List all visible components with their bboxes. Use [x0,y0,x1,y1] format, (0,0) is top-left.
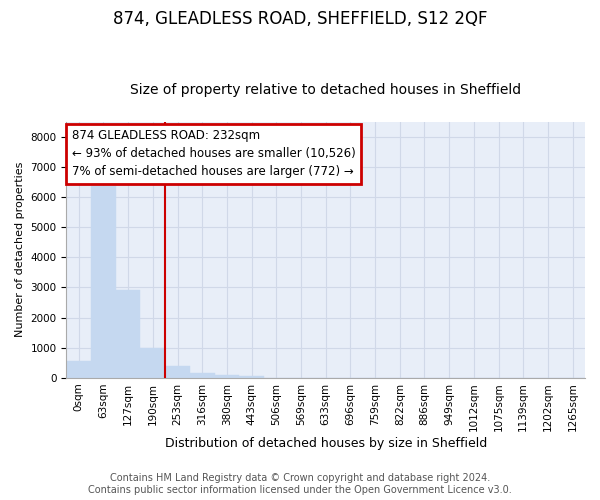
Bar [140,348,165,378]
Y-axis label: Number of detached properties: Number of detached properties [15,162,25,338]
Bar [239,376,264,378]
Bar [215,376,239,378]
Bar [116,290,140,378]
Text: 874, GLEADLESS ROAD, SHEFFIELD, S12 2QF: 874, GLEADLESS ROAD, SHEFFIELD, S12 2QF [113,10,487,28]
Bar [67,361,91,378]
Bar [190,372,215,378]
Bar [165,366,190,378]
Text: Contains HM Land Registry data © Crown copyright and database right 2024.
Contai: Contains HM Land Registry data © Crown c… [88,474,512,495]
Bar [91,186,116,378]
Title: Size of property relative to detached houses in Sheffield: Size of property relative to detached ho… [130,83,521,97]
X-axis label: Distribution of detached houses by size in Sheffield: Distribution of detached houses by size … [164,437,487,450]
Text: 874 GLEADLESS ROAD: 232sqm
← 93% of detached houses are smaller (10,526)
7% of s: 874 GLEADLESS ROAD: 232sqm ← 93% of deta… [71,130,355,178]
